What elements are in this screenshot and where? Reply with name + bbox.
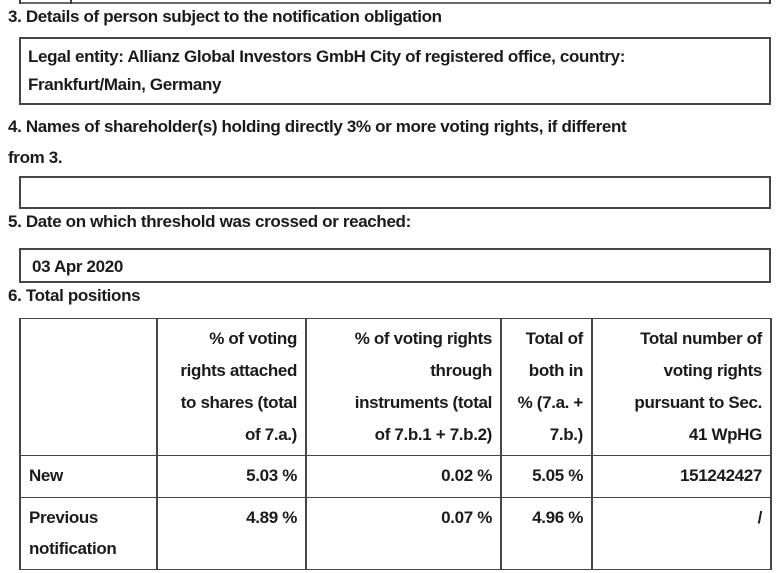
top-table-fragment-tick-left — [19, 0, 21, 4]
section-4-value-box — [19, 176, 771, 209]
top-table-fragment-line — [19, 2, 771, 4]
header-cell-total-number: Total number of voting rights pursuant t… — [591, 318, 772, 456]
header-cell-total-both: Total of both in % (7.a. + 7.b.) — [500, 318, 593, 456]
top-table-fragment-tick-mid — [70, 0, 72, 4]
previous-voting-rights-shares: 4.89 % — [156, 497, 307, 570]
section-5-heading: 5. Date on which threshold was crossed o… — [8, 212, 411, 231]
header-cell-voting-rights-shares: % of voting rights attached to shares (t… — [156, 318, 307, 456]
new-voting-rights-instruments: 0.02 % — [305, 455, 502, 498]
section-6-heading: 6. Total positions — [8, 286, 141, 305]
previous-total-both: 4.96 % — [500, 497, 593, 570]
header-cell-blank — [19, 318, 158, 456]
total-positions-table: % of voting rights attached to shares (t… — [19, 318, 772, 570]
section-5-date-box: 03 Apr 2020 — [19, 248, 771, 283]
previous-voting-rights-instruments: 0.07 % — [305, 497, 502, 570]
section-4-heading: 4. Names of shareholder(s) holding direc… — [8, 117, 627, 167]
row-label-previous-notification: Previous notification — [19, 497, 158, 570]
section-3-value-box: Legal entity: Allianz Global Investors G… — [19, 37, 771, 105]
top-table-fragment-tick-right — [769, 0, 771, 4]
table-row-previous-notification: Previous notification 4.89 % 0.07 % 4.96… — [19, 497, 772, 570]
previous-total-number: / — [591, 497, 772, 570]
new-voting-rights-shares: 5.03 % — [156, 455, 307, 498]
row-label-new: New — [19, 455, 158, 498]
table-header-row: % of voting rights attached to shares (t… — [19, 318, 772, 456]
table-row-new: New 5.03 % 0.02 % 5.05 % 151242427 — [19, 455, 772, 498]
header-cell-voting-rights-instruments: % of voting rights through instruments (… — [305, 318, 502, 456]
new-total-both: 5.05 % — [500, 455, 593, 498]
section-3-heading: 3. Details of person subject to the noti… — [8, 7, 442, 26]
new-total-number: 151242427 — [591, 455, 772, 498]
